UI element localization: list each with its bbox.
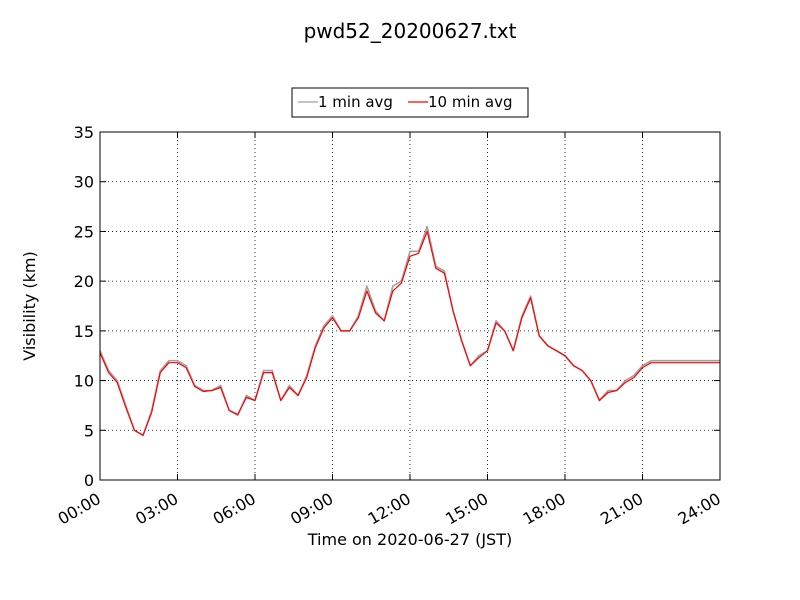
y-tick-label: 25 — [74, 222, 94, 241]
legend-label-10min: 10 min avg — [428, 93, 513, 111]
chart-title: pwd52_20200627.txt — [304, 19, 517, 43]
legend: 1 min avg 10 min avg — [291, 87, 529, 118]
legend-label-1min: 1 min avg — [318, 93, 393, 111]
y-tick-label: 5 — [84, 421, 94, 440]
y-tick-label: 30 — [74, 173, 94, 192]
series-layer — [99, 225, 720, 437]
grid — [100, 132, 720, 480]
y-tick-label: 0 — [84, 471, 94, 490]
y-tick-label: 20 — [74, 272, 94, 291]
series-10min-avg-line — [99, 230, 720, 436]
y-tick-label: 10 — [74, 372, 94, 391]
y-axis-label: Visibility (km) — [20, 251, 39, 360]
x-axis-label: Time on 2020-06-27 (JST) — [307, 530, 512, 549]
y-tick-label: 35 — [74, 123, 94, 142]
y-tick-label: 15 — [74, 322, 94, 341]
